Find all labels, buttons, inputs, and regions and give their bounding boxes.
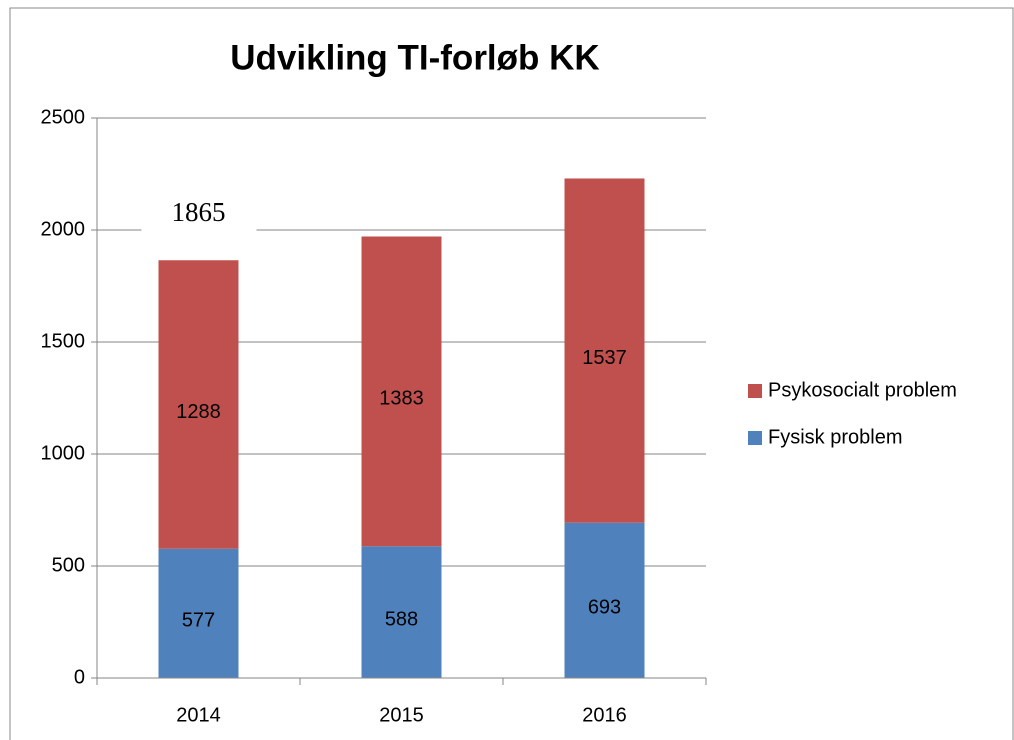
annotation: 1865 (172, 197, 226, 227)
y-tick-label: 1500 (41, 330, 86, 352)
bar-segment (361, 546, 442, 678)
bar-segment (158, 548, 239, 678)
data-label: 693 (588, 597, 621, 619)
data-label: 588 (385, 608, 418, 630)
legend-swatch (748, 431, 762, 445)
chart-title: Udvikling TI-forløb KK (230, 38, 599, 77)
data-label: 1288 (176, 401, 221, 423)
bar-segment (564, 178, 645, 523)
legend-label: Psykosocialt problem (768, 379, 957, 401)
y-tick-label: 1000 (41, 442, 86, 464)
annotation-bg (141, 195, 257, 237)
legend-swatch (748, 384, 762, 398)
legend-label: Fysisk problem (768, 426, 902, 448)
y-tick-label: 2000 (41, 218, 86, 240)
bar-segment (158, 260, 239, 549)
y-tick-label: 2500 (41, 106, 86, 128)
x-tick-label: 2014 (176, 704, 221, 726)
bar-segment (361, 236, 442, 547)
x-tick-label: 2015 (379, 704, 424, 726)
y-tick-label: 0 (74, 666, 85, 688)
data-label: 1537 (582, 347, 627, 369)
data-label: 577 (182, 610, 215, 632)
bar-segment (564, 522, 645, 678)
data-label: 1383 (379, 388, 424, 410)
chart-border (9, 7, 1014, 740)
y-tick-label: 500 (52, 554, 85, 576)
x-tick-label: 2016 (582, 704, 627, 726)
